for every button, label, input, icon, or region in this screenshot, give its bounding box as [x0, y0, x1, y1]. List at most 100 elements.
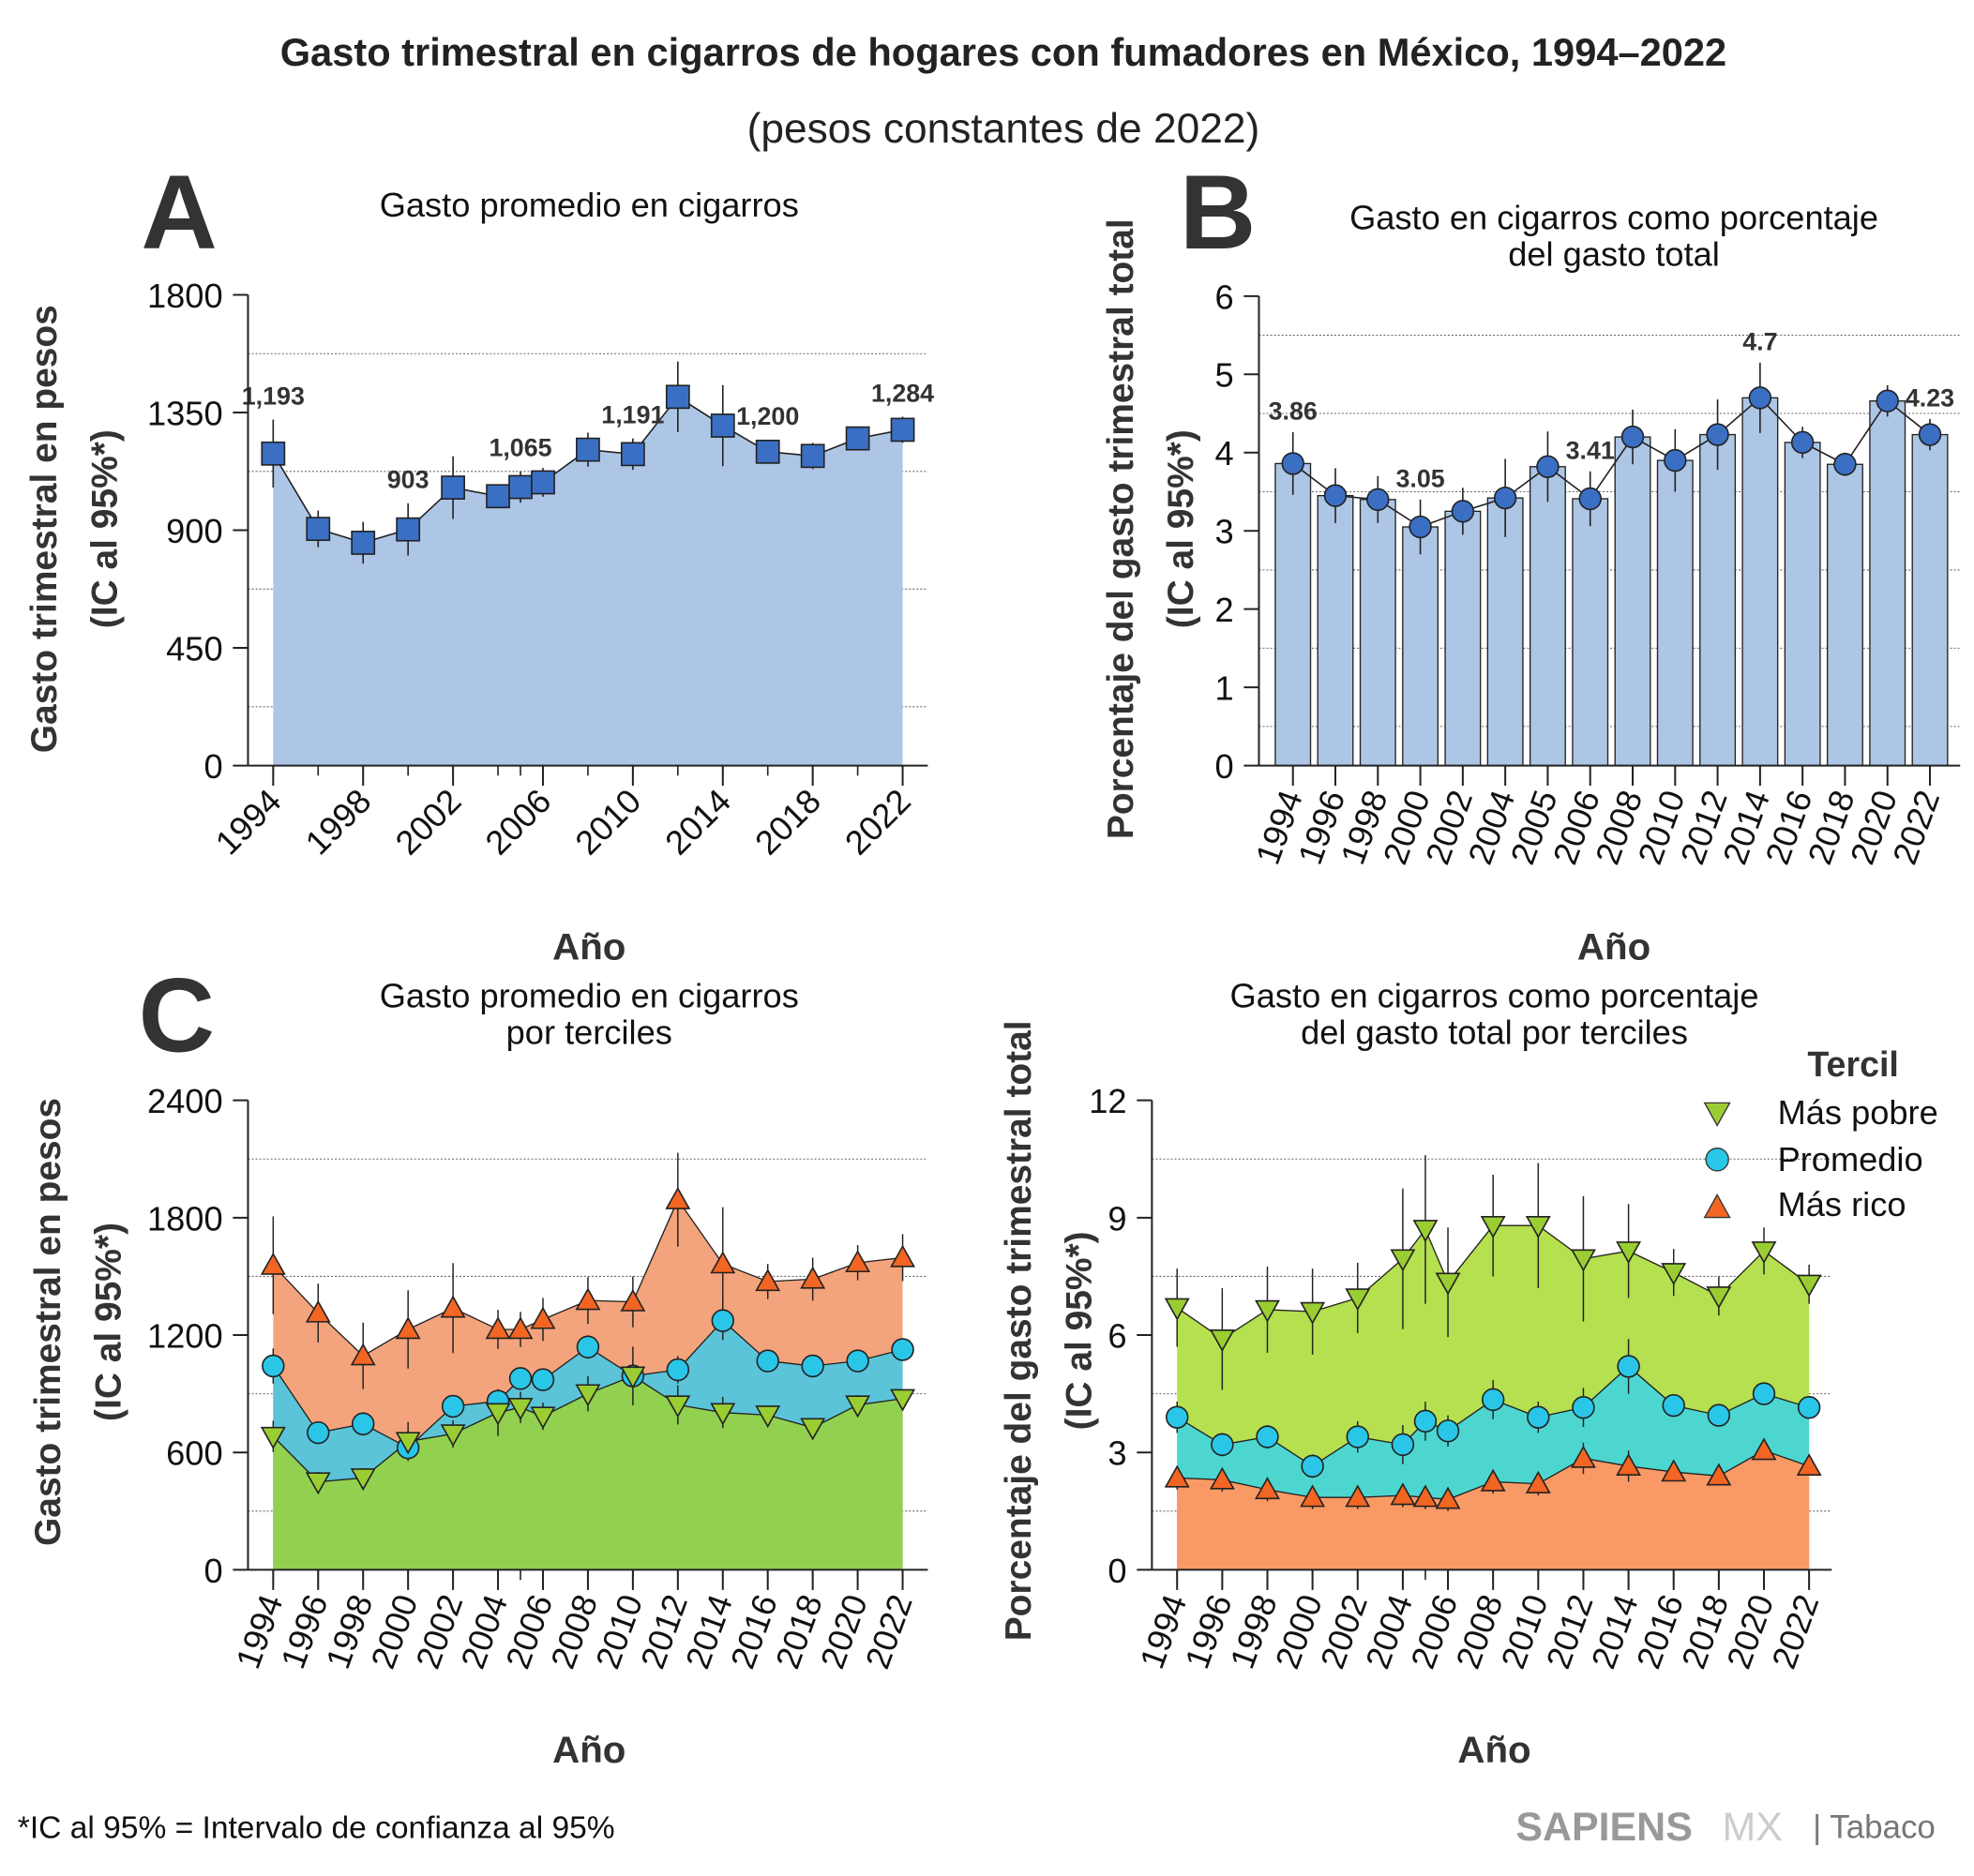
- y-axis-label: Gasto trimestral en pesos: [24, 305, 65, 753]
- y-tick-label: 5: [1214, 356, 1233, 395]
- data-point: [666, 1358, 690, 1382]
- data-point: [486, 484, 510, 509]
- x-tick-label: 2002: [388, 782, 469, 863]
- data-label: 1,200: [736, 402, 799, 430]
- y-tick-label: 1200: [147, 1316, 223, 1355]
- data-point: [890, 1244, 916, 1268]
- data-point: [575, 1384, 601, 1407]
- data-label: 1,191: [601, 401, 664, 429]
- data-label: 903: [387, 466, 429, 494]
- legend-label-poor: Más pobre: [1778, 1093, 1938, 1132]
- legend-label-avg: Promedio: [1778, 1140, 1923, 1178]
- data-point: [1323, 484, 1348, 507]
- data-point: [1493, 486, 1517, 510]
- data-point: [395, 1316, 421, 1340]
- data-point: [1578, 487, 1602, 511]
- y-tick-label: 0: [1214, 747, 1233, 786]
- data-point: [800, 1418, 826, 1441]
- data-point: [1918, 423, 1942, 446]
- x-tick-label: 2022: [837, 782, 918, 863]
- data-point: [1281, 452, 1304, 475]
- logo: SAPIENS MX | Tabaco: [1515, 1805, 1935, 1850]
- data-point: [665, 384, 690, 410]
- data-point: [485, 1316, 511, 1340]
- data-point: [307, 1420, 330, 1445]
- data-point: [845, 426, 870, 451]
- data-point: [395, 1432, 421, 1455]
- data-point: [1164, 1298, 1190, 1321]
- series-line: [272, 1319, 903, 1449]
- x-axis-label: Año: [552, 1729, 625, 1771]
- bar: [1826, 463, 1863, 767]
- y-tick-label: 1350: [147, 394, 223, 432]
- data-point: [1300, 1301, 1326, 1325]
- data-point: [440, 1295, 466, 1318]
- panel-title: Gasto promedio en cigarros: [380, 186, 799, 224]
- data-point: [1525, 1470, 1551, 1493]
- data-point: [1707, 1403, 1731, 1427]
- data-point: [351, 1412, 375, 1435]
- data-point: [1536, 455, 1560, 478]
- bar: [1274, 462, 1312, 767]
- data-point: [351, 531, 376, 555]
- bar: [1402, 526, 1439, 767]
- data-point: [1706, 423, 1729, 446]
- series-line: [1176, 1224, 1810, 1341]
- data-point: [1752, 1382, 1776, 1405]
- data-point: [710, 1251, 736, 1274]
- data-point: [531, 470, 555, 495]
- data-label: 3.05: [1395, 464, 1444, 492]
- data-point: [508, 1367, 533, 1390]
- data-label: 3.86: [1269, 398, 1318, 426]
- data-point: [1525, 1216, 1551, 1238]
- data-point: [530, 1406, 556, 1430]
- legend-marker-rich: [1703, 1193, 1731, 1219]
- bar: [1359, 499, 1396, 767]
- area-fill: [273, 1375, 903, 1570]
- data-point: [1706, 1286, 1732, 1310]
- data-point: [306, 517, 331, 542]
- y-tick-label: 9: [1108, 1199, 1126, 1238]
- data-label: 3.41: [1566, 436, 1615, 464]
- data-point: [1481, 1388, 1505, 1412]
- data-point: [1751, 1241, 1777, 1265]
- panel-title-line2: del gasto total: [1508, 235, 1720, 274]
- data-point: [665, 1395, 691, 1418]
- y-tick-label: 0: [1108, 1552, 1126, 1590]
- y-axis-label-ci: (IC al 95%*): [1161, 429, 1201, 628]
- bar: [1784, 442, 1821, 767]
- data-point: [1661, 1263, 1687, 1286]
- y-axis-label-ci: (IC al 95%*): [1059, 1231, 1099, 1430]
- legend-title: Tercil: [1807, 1044, 1898, 1084]
- data-point: [1164, 1464, 1190, 1488]
- bar: [1529, 466, 1566, 767]
- data-point: [801, 1354, 824, 1378]
- data-point: [845, 1250, 871, 1273]
- data-point: [1616, 1453, 1642, 1477]
- data-point: [1706, 1463, 1732, 1486]
- y-tick-label: 900: [166, 512, 222, 550]
- data-label: 1,284: [871, 379, 934, 407]
- bar: [1656, 459, 1694, 767]
- data-point: [800, 443, 825, 469]
- panel-letter-c: C: [139, 955, 215, 1073]
- data-point: [1572, 1396, 1595, 1419]
- data-point: [1209, 1329, 1235, 1352]
- x-tick-label: 2018: [747, 782, 828, 863]
- data-point: [1366, 488, 1390, 512]
- data-point: [508, 474, 533, 500]
- series-line: [1177, 1449, 1810, 1500]
- data-point: [711, 1309, 734, 1332]
- data-label: 4.23: [1906, 383, 1954, 412]
- data-point: [1346, 1425, 1369, 1448]
- series-line: [272, 1198, 903, 1357]
- y-tick-label: 3: [1214, 513, 1233, 551]
- y-axis-label: Gasto trimestral en pesos: [28, 1098, 68, 1546]
- data-point: [576, 1335, 600, 1358]
- data-point: [441, 475, 465, 500]
- series-line: [272, 1374, 903, 1483]
- data-point: [665, 1186, 691, 1209]
- data-point: [262, 1354, 285, 1378]
- panel-letter-b: B: [1180, 153, 1256, 271]
